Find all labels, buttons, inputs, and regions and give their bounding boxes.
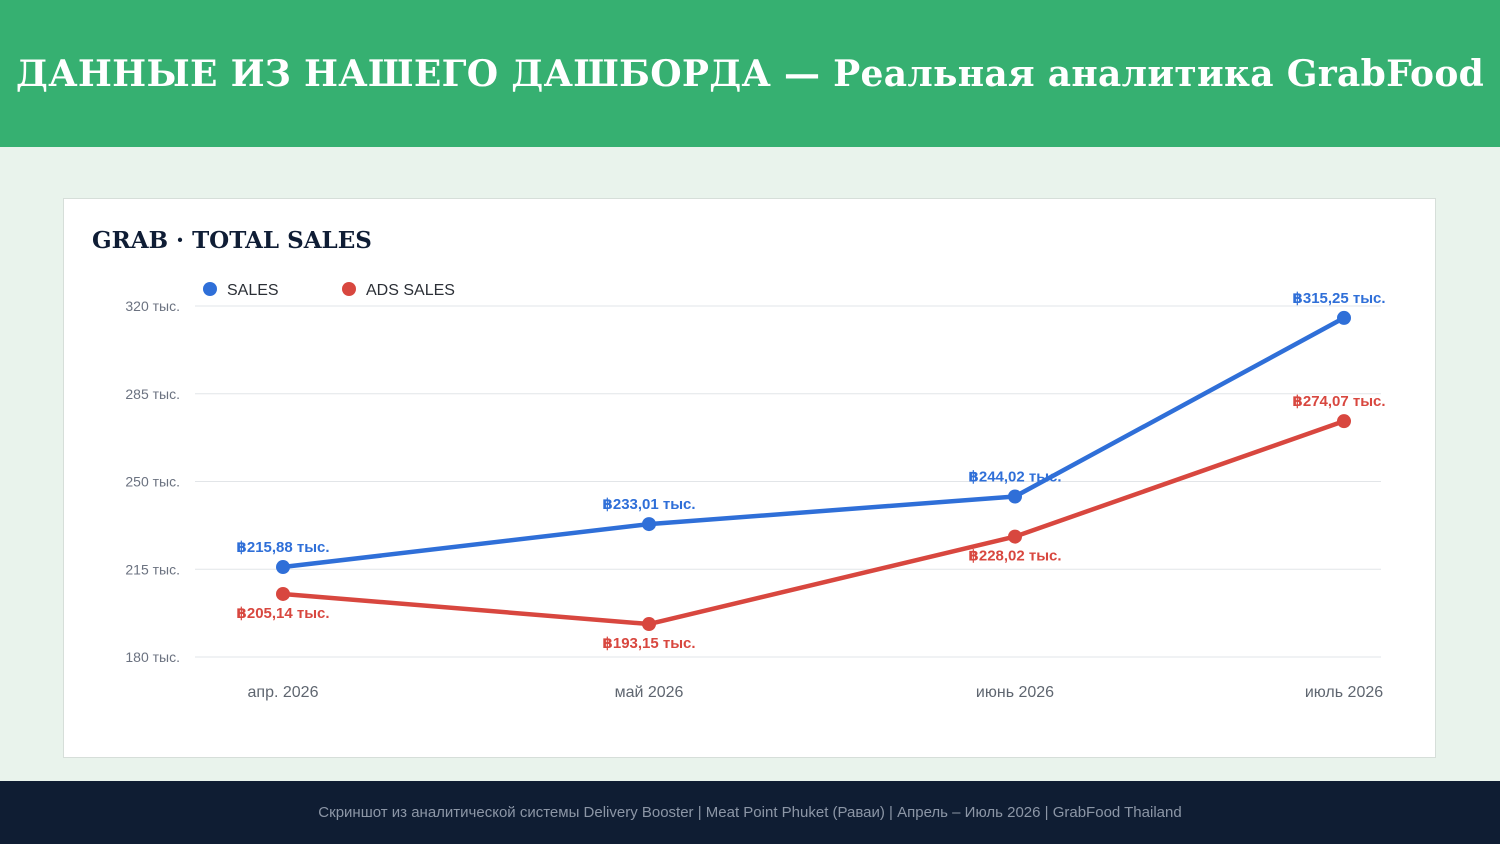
data-label: ฿228,02 тыс.: [968, 548, 1061, 565]
legend-label: SALES: [227, 282, 279, 299]
data-point: [1337, 310, 1351, 325]
legend-marker: [342, 282, 356, 296]
y-tick-label: 250 тыс.: [125, 474, 180, 490]
data-point: [276, 560, 290, 575]
footer-bar: Скриншот из аналитической системы Delive…: [0, 781, 1500, 844]
data-label: ฿205,14 тыс.: [236, 605, 329, 622]
footer-caption: Скриншот из аналитической системы Delive…: [318, 804, 1182, 821]
y-tick-label: 320 тыс.: [125, 298, 180, 314]
series-line: [280, 315, 1347, 570]
data-point: [1008, 529, 1022, 544]
data-point: [642, 617, 656, 632]
data-label: ฿193,15 тыс.: [602, 635, 695, 652]
data-point: [1008, 489, 1022, 504]
data-point: [276, 586, 290, 601]
data-point: [642, 517, 656, 532]
page-title: ДАННЫЕ ИЗ НАШЕГО ДАШБОРДА — Реальная ана…: [15, 52, 1485, 95]
series-line: [280, 418, 1347, 627]
data-label: ฿274,07 тыс.: [1292, 393, 1385, 410]
y-tick-label: 215 тыс.: [125, 561, 180, 577]
legend-label: ADS SALES: [366, 282, 455, 299]
x-tick-label: июль 2026: [1305, 684, 1383, 701]
x-tick-label: июнь 2026: [976, 684, 1054, 701]
x-tick-label: апр. 2026: [248, 684, 319, 701]
data-point: [1337, 414, 1351, 429]
data-label: ฿233,01 тыс.: [602, 496, 695, 513]
x-tick-label: май 2026: [615, 684, 684, 701]
legend-marker: [203, 282, 217, 296]
line-chart: 320 тыс. 285 тыс. 250 тыс. 215 тыс. 180 тыс.…: [125, 282, 1386, 701]
y-tick-label: 285 тыс.: [125, 386, 180, 402]
chart-title: GRAB · TOTAL SALES: [92, 227, 372, 254]
data-label: ฿244,02 тыс.: [968, 468, 1061, 485]
y-tick-label: 180 тыс.: [125, 649, 180, 665]
header-bar: ДАННЫЕ ИЗ НАШЕГО ДАШБОРДА — Реальная ана…: [0, 0, 1500, 147]
data-label: ฿215,88 тыс.: [236, 539, 329, 556]
data-label: ฿315,25 тыс.: [1292, 290, 1385, 307]
chart-card: GRAB · TOTAL SALES 320 тыс. 285 тыс. 250 т…: [63, 198, 1436, 758]
